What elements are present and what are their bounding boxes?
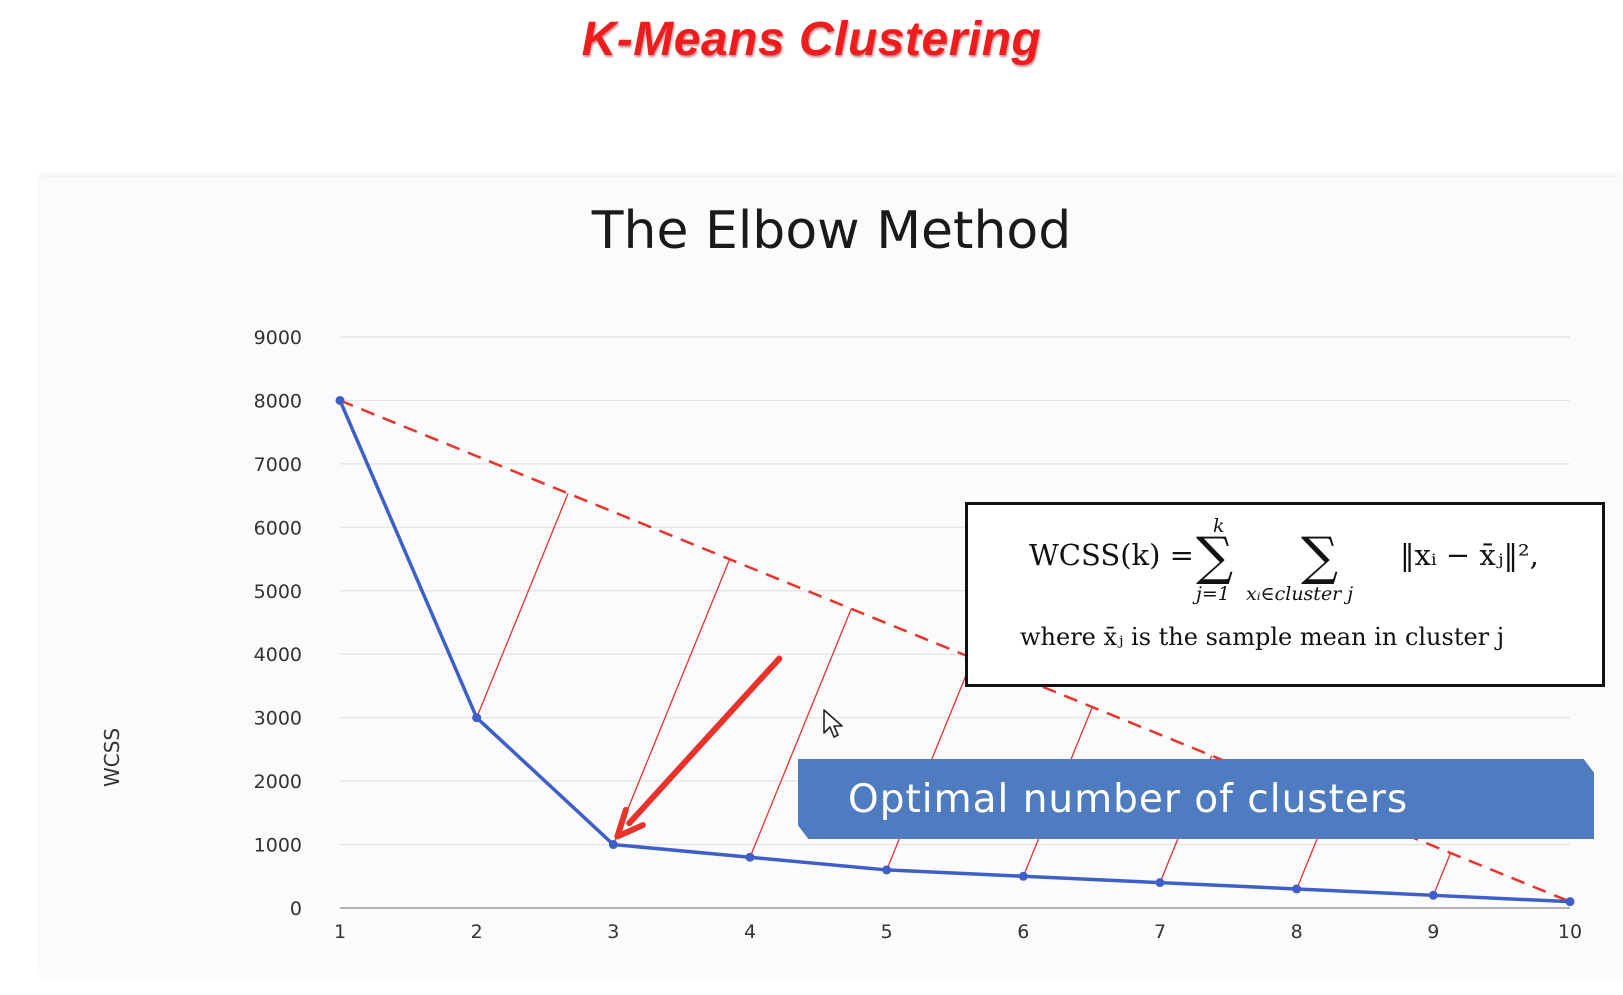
formula-sum1-lower: j=1: [1196, 583, 1230, 605]
x-tick-label: 1: [334, 921, 346, 943]
distance-line: [749, 608, 852, 858]
y-tick-label: 8000: [254, 390, 302, 412]
sigma-2-icon: ∑: [1301, 527, 1339, 587]
data-point: [1292, 884, 1302, 894]
distance-line: [612, 558, 731, 845]
sigma-1-icon: ∑: [1196, 527, 1234, 587]
x-tick-label: 5: [881, 921, 893, 943]
wcss-formula-box: WCSS(k) = k ∑ j=1 ∑ xᵢ∈cluster j ‖xᵢ − x…: [965, 502, 1605, 687]
x-tick-label: 10: [1558, 921, 1582, 943]
y-axis-label: WCSS: [100, 727, 124, 787]
optimal-clusters-callout: Optimal number of clusters: [798, 759, 1594, 839]
x-tick-label: 3: [607, 921, 619, 943]
wcss-line: [338, 399, 1571, 904]
page-title: K-Means Clustering: [581, 13, 1042, 66]
y-tick-label: 4000: [254, 644, 302, 666]
slide: The Elbow Method 0 1000 2000 3000 4000 5000 60…: [40, 177, 1623, 977]
x-tick-label: 6: [1017, 921, 1029, 943]
data-point: [608, 840, 618, 850]
y-tick-label: 7000: [254, 454, 302, 476]
y-tick-label: 3000: [254, 708, 302, 730]
x-tick-label: 7: [1154, 921, 1166, 943]
formula-sum2-lower: xᵢ∈cluster j: [1246, 583, 1354, 605]
distance-line: [1432, 852, 1452, 896]
data-point: [1018, 871, 1028, 881]
wcss-series: [335, 395, 1575, 907]
data-point: [745, 852, 755, 862]
data-point: [472, 713, 482, 723]
data-point: [1565, 897, 1575, 907]
distance-line: [476, 493, 569, 718]
formula-term: ‖xᵢ − x̄ⱼ‖²,: [1400, 538, 1539, 572]
data-point: [882, 865, 892, 875]
optimal-arrow-shaft: [626, 655, 783, 827]
data-point: [1428, 890, 1438, 900]
y-tick-label: 2000: [254, 771, 302, 793]
y-tick-label: 1000: [254, 835, 302, 857]
x-tick-label: 8: [1291, 921, 1303, 943]
y-tick-label: 5000: [254, 581, 302, 603]
x-tick-label: 9: [1427, 921, 1439, 943]
formula-note: where x̄ⱼ is the sample mean in cluster …: [1020, 623, 1505, 651]
y-tick-labels: 0 1000 2000 3000 4000 5000 6000 7000 8000 9000: [254, 327, 302, 920]
y-tick-label: 9000: [254, 327, 302, 349]
optimal-arrow-head-icon: [614, 806, 646, 840]
data-point: [335, 395, 345, 405]
y-tick-label: 6000: [254, 517, 302, 539]
y-tick-label: 0: [290, 898, 302, 920]
formula-sum1-upper: k: [1213, 515, 1225, 537]
x-tick-label: 2: [471, 921, 483, 943]
slide-title: The Elbow Method: [591, 201, 1072, 261]
x-tick-label: 4: [744, 921, 756, 943]
formula-lhs: WCSS(k) =: [1029, 538, 1194, 572]
x-tick-labels: 1 2 3 4 5 6 7 8 9 10: [334, 921, 1582, 943]
data-point: [1155, 878, 1165, 888]
mouse-cursor-icon: [823, 709, 843, 738]
